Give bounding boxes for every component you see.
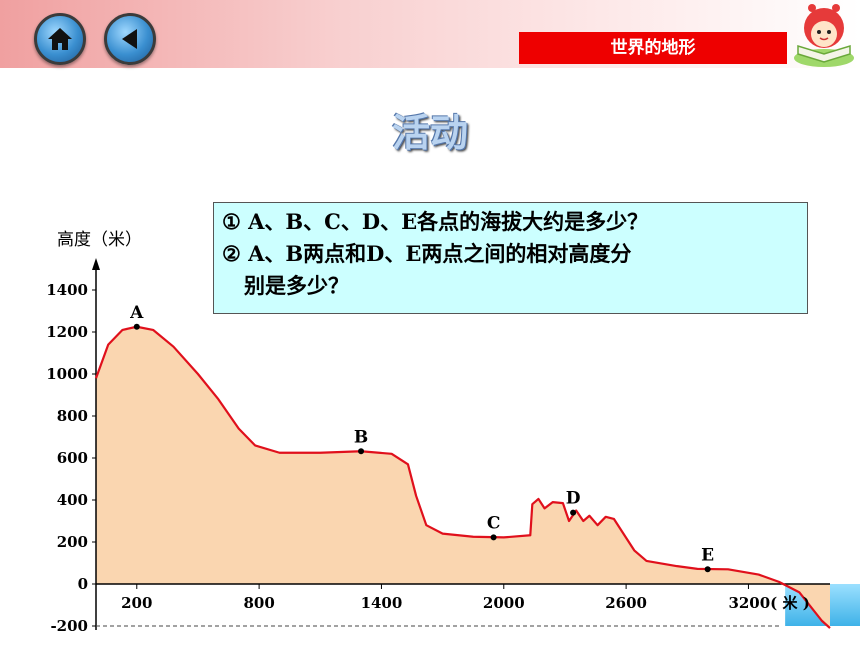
y-axis-arrow: [92, 258, 100, 270]
point-d: [570, 509, 577, 516]
point-label-d: D: [566, 489, 581, 509]
home-button[interactable]: [34, 13, 86, 65]
y-tick-label: 1000: [46, 365, 88, 383]
x-tick-label: 200: [121, 594, 152, 612]
y-tick-label: 1200: [46, 323, 88, 341]
home-icon: [48, 28, 72, 50]
question-2-line-1: ② A、B两点和D、E两点之间的相对高度分: [222, 241, 632, 266]
point-label-c: C: [487, 513, 501, 533]
terrain-fill: [96, 326, 830, 629]
y-tick-label: 200: [57, 533, 88, 551]
x-tick-label: 3200( 米 ): [728, 594, 809, 612]
point-b: [358, 448, 365, 455]
section-label: 世界的地形: [519, 32, 787, 64]
point-label-e: E: [701, 545, 714, 565]
point-label-b: B: [354, 427, 368, 447]
mascot-reading-book-icon: [794, 4, 854, 67]
slide-title: 活动: [391, 111, 468, 155]
point-a: [133, 323, 140, 330]
x-tick-label: 2000: [483, 594, 525, 612]
y-tick-label: 800: [57, 407, 88, 425]
y-tick-label: 600: [57, 449, 88, 467]
question-2-line-2: 别是多少？: [244, 273, 349, 298]
x-tick-label: 800: [243, 594, 274, 612]
y-tick-label: 1400: [46, 281, 88, 299]
question-1: ① A、B、C、D、E各点的海拔大约是多少？: [222, 209, 649, 234]
y-tick-label: -200: [50, 617, 88, 635]
back-button[interactable]: [104, 13, 156, 65]
question-box: ① A、B、C、D、E各点的海拔大约是多少？ ② A、B两点和D、E两点之间的相…: [213, 202, 808, 314]
back-arrow-icon: [122, 29, 137, 49]
y-tick-label: 400: [57, 491, 88, 509]
point-label-a: A: [129, 303, 144, 323]
y-tick-label: 0: [78, 575, 88, 593]
x-tick-label: 1400: [361, 594, 403, 612]
point-e: [704, 566, 711, 573]
x-tick-label: 2600: [605, 594, 647, 612]
y-axis-title: 高度（米）: [57, 230, 142, 250]
terrain-profile-line: [94, 325, 831, 629]
point-c: [490, 534, 497, 541]
